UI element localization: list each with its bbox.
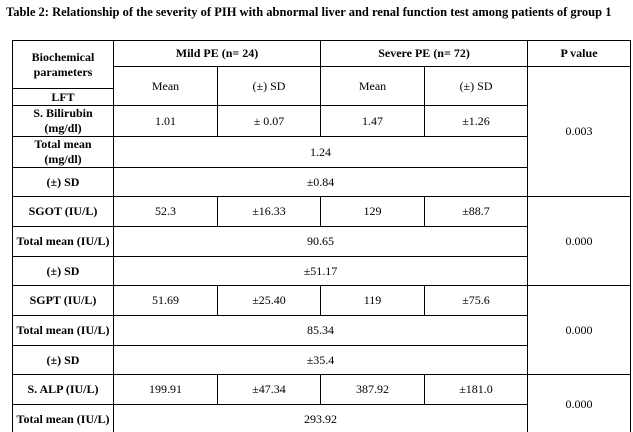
total-sd: ±0.84 bbox=[112, 167, 529, 197]
header-cell: P value bbox=[527, 40, 632, 67]
table-row: Total mean (mg/dl) 1.24 bbox=[12, 136, 631, 168]
header-cell: Biochemical parameters bbox=[12, 40, 114, 89]
total-sd: ±51.17 bbox=[112, 256, 529, 286]
value-cell: 52.3 bbox=[113, 196, 218, 227]
row-label: SGOT (IU/L) bbox=[12, 196, 114, 227]
value-cell: ± 0.07 bbox=[216, 105, 322, 137]
value-cell: ±88.7 bbox=[424, 196, 529, 227]
table-row: S. Bilirubin (mg/dl) 1.01 ± 0.07 1.47 ±1.26 bbox=[12, 105, 631, 137]
row-label: Total mean (IU/L) bbox=[12, 404, 114, 432]
value-cell: ±47.34 bbox=[216, 374, 322, 405]
row-label: Total mean (IU/L) bbox=[12, 315, 114, 346]
table-row: S. ALP (IU/L) 199.91 ±47.34 387.92 ±181.0 0.0… bbox=[12, 374, 632, 432]
row-label: (±) SD bbox=[12, 345, 114, 375]
total-mean: 1.24 bbox=[112, 136, 529, 168]
value-cell: 387.92 bbox=[320, 374, 426, 405]
table-row: Total mean (IU/L) 293.92 bbox=[12, 404, 631, 432]
p-value: 0.000 bbox=[527, 196, 632, 286]
header-cell: Mild PE (n= 24) bbox=[112, 40, 322, 67]
row-label: Total mean (IU/L) bbox=[12, 226, 114, 257]
table-row: Total mean (IU/L) 85.34 bbox=[12, 315, 631, 346]
value-cell: 129 bbox=[320, 196, 426, 227]
p-value: 0.003 bbox=[527, 66, 632, 197]
table-row: (±) SD ±35.4 bbox=[12, 345, 631, 375]
row-label: (±) SD bbox=[12, 167, 114, 197]
value-cell: 1.47 bbox=[320, 105, 426, 137]
value-cell: 119 bbox=[320, 285, 426, 316]
total-sd: ±35.4 bbox=[112, 345, 529, 375]
value-cell: ±1.26 bbox=[424, 105, 529, 137]
value-cell: ±25.40 bbox=[216, 285, 322, 316]
row-label: S. Bilirubin (mg/dl) bbox=[12, 105, 114, 137]
table-row: Mean (±) SD Mean (±) SD 0.003 bbox=[13, 66, 632, 197]
table-row: (±) SD ±0.84 bbox=[12, 167, 631, 197]
row-label: (±) SD bbox=[12, 256, 114, 286]
subheader-cell: Mean bbox=[320, 66, 426, 106]
value-cell: ±16.33 bbox=[216, 196, 322, 227]
row-label: Total mean (mg/dl) bbox=[12, 136, 114, 168]
table-title: Table 2: Relationship of the severity of… bbox=[6, 5, 612, 19]
subheader-cell: (±) SD bbox=[424, 66, 529, 106]
p-value: 0.000 bbox=[527, 285, 632, 375]
value-cell: 1.01 bbox=[113, 105, 218, 137]
value-cell: 51.69 bbox=[113, 285, 218, 316]
header-cell: Severe PE (n= 72) bbox=[320, 40, 529, 67]
value-cell: 199.91 bbox=[113, 374, 218, 405]
total-mean: 293.92 bbox=[112, 404, 529, 432]
subheader-cell: Mean bbox=[113, 66, 218, 106]
section-label: LFT bbox=[12, 88, 114, 106]
row-label: S. ALP (IU/L) bbox=[12, 374, 114, 405]
p-value: 0.000 bbox=[527, 374, 632, 432]
table-row: Biochemical parameters Mild PE (n= 24) Sev… bbox=[12, 40, 632, 89]
table-row: SGPT (IU/L) 51.69 ±25.40 119 ±75.6 0.000 bbox=[12, 285, 632, 375]
value-cell: ±75.6 bbox=[424, 285, 529, 316]
subheader-cell: (±) SD bbox=[216, 66, 322, 106]
table-row: SGOT (IU/L) 52.3 ±16.33 129 ±88.7 0.000 bbox=[12, 196, 632, 286]
row-label: SGPT (IU/L) bbox=[12, 285, 114, 316]
total-mean: 85.34 bbox=[112, 315, 529, 346]
table-row: Total mean (IU/L) 90.65 bbox=[12, 226, 631, 257]
table: Biochemical parameters Mild PE (n= 24) Sev… bbox=[12, 40, 632, 432]
value-cell: ±181.0 bbox=[424, 374, 529, 405]
total-mean: 90.65 bbox=[112, 226, 529, 257]
